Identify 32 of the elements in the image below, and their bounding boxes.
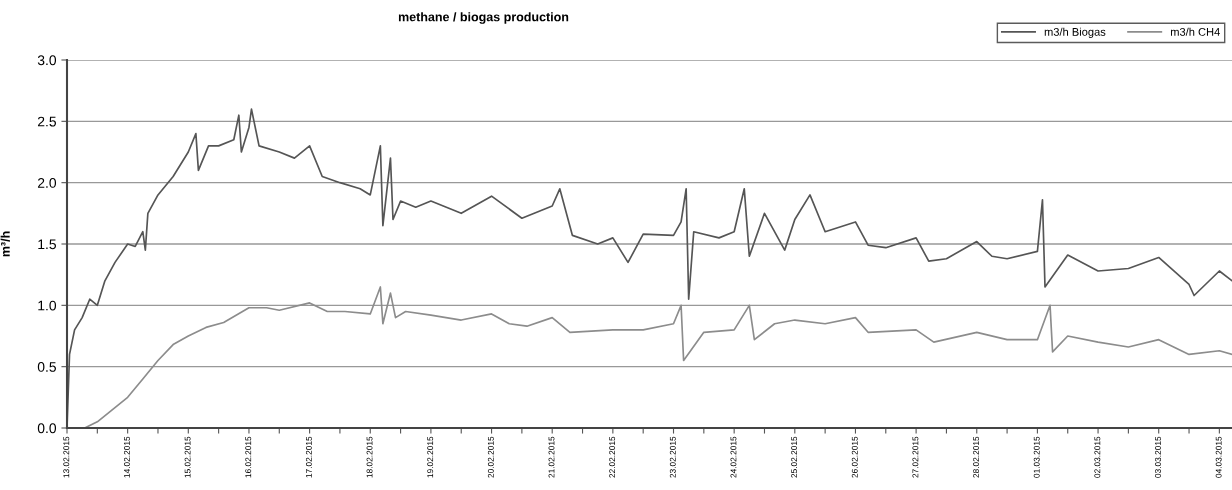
x-tick-label: 03.03.2015 <box>1155 436 1161 478</box>
x-tick-label: 23.02.2015 <box>669 436 676 478</box>
x-tick-label: 02.03.2015 <box>1094 436 1101 478</box>
x-tick-label: 25.02.2015 <box>791 436 798 478</box>
y-tick-label: 0.5 <box>37 362 56 372</box>
x-tick-label: 18.02.2015 <box>366 436 373 478</box>
x-tick-label: 15.02.2015 <box>184 436 191 478</box>
line-series <box>83 286 1232 428</box>
x-tick-label: 21.02.2015 <box>548 436 555 478</box>
x-tick-label: 13.02.2015 <box>63 436 70 478</box>
x-tick-label: 28.02.2015 <box>973 436 979 478</box>
y-tick-label: 1.0 <box>38 300 57 311</box>
y-axis-title: m³/h <box>0 231 10 257</box>
x-tick-label: 01.03.2015 <box>1033 436 1040 478</box>
chart-title: methane / biogas production <box>398 12 569 24</box>
legend-label: m3/h Biogas <box>1044 27 1106 39</box>
x-tick-label: 14.02.2015 <box>123 436 130 478</box>
y-tick-label: 3.0 <box>37 55 57 66</box>
y-tick-label: 2.0 <box>37 178 57 188</box>
y-tick-label: 2.5 <box>37 116 56 127</box>
y-tick-label: 0.0 <box>37 423 57 434</box>
y-tick-label: 1.5 <box>38 239 56 250</box>
x-tick-label: 17.02.2015 <box>305 436 312 478</box>
x-tick-label: 26.02.2015 <box>851 436 858 478</box>
x-tick-label: 24.02.2015 <box>730 436 737 478</box>
x-tick-label: 04.03.2015 <box>1215 436 1222 478</box>
x-tick-label: 27.02.2015 <box>912 436 919 478</box>
x-tick-label: 19.02.2015 <box>427 436 434 478</box>
x-tick-label: 22.02.2015 <box>609 436 616 478</box>
legend-label: m3/h CH4 <box>1170 27 1220 36</box>
x-tick-label: 16.02.2015 <box>245 436 252 478</box>
x-tick-label: 20.02.2015 <box>487 436 494 478</box>
